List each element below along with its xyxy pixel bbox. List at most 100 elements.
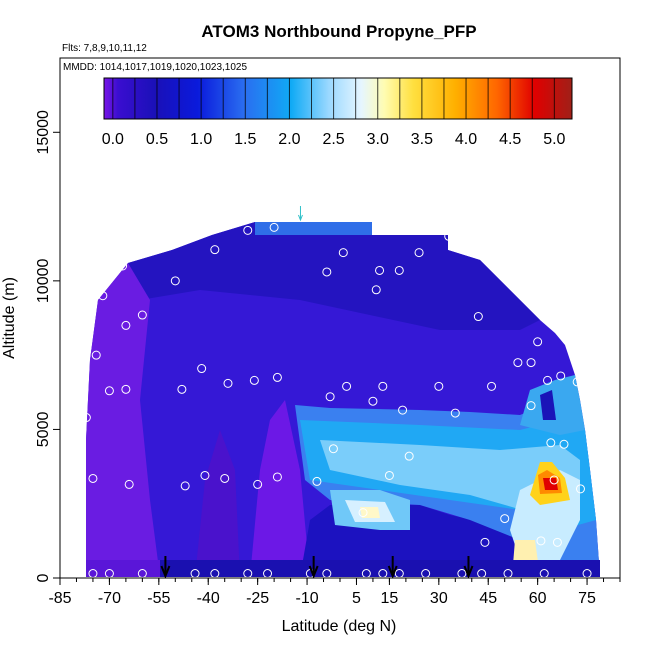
observation-point	[121, 384, 131, 394]
observation-point	[546, 438, 556, 448]
observation-point	[398, 405, 408, 415]
colorbar-tick-label: 5.0	[543, 131, 565, 148]
sample-arrows	[160, 556, 474, 579]
x-tick-label: -10	[295, 590, 318, 607]
observation-point	[414, 248, 424, 258]
observation-point	[322, 267, 332, 277]
observation-point	[210, 245, 220, 255]
observation-point	[559, 439, 569, 449]
heatmap-field	[86, 222, 600, 577]
field-east-deep	[540, 390, 556, 420]
observation-point	[170, 276, 180, 286]
observation-point	[177, 384, 187, 394]
sample-arrow	[308, 556, 319, 579]
observation-point	[371, 285, 381, 295]
observation-point	[98, 291, 108, 301]
field-wedge-purple	[250, 400, 310, 577]
field-wedge-purple-2	[195, 430, 240, 577]
chart-title: ATOM3 Northbound Propyne_PFP	[201, 22, 476, 41]
x-tick-label: -25	[246, 590, 269, 607]
observation-point	[533, 337, 543, 347]
observation-point	[342, 381, 352, 391]
x-tick-label: 60	[529, 590, 547, 607]
colorbar-gradient	[104, 78, 572, 119]
x-tick-label: -70	[98, 590, 121, 607]
sample-arrow	[463, 556, 474, 579]
observation-point	[91, 350, 101, 360]
colorbar-gridlines	[112, 78, 555, 119]
observation-point	[312, 476, 322, 486]
observation-point	[328, 444, 338, 454]
field-ground-purple	[86, 560, 160, 577]
x-tick-label: 5	[352, 590, 361, 607]
observation-point	[552, 537, 562, 547]
observation-point	[253, 479, 263, 489]
observation-point	[269, 222, 279, 232]
observation-point	[358, 508, 368, 518]
observation-point	[480, 537, 490, 547]
observation-point	[526, 358, 536, 368]
observation-point	[137, 310, 147, 320]
observation-point	[223, 378, 233, 388]
colorbar: 0.0 0.5 1.0 1.5 2.0 2.5 3.0 3.5 4.0 4.5 5.0	[102, 77, 573, 148]
observation-point	[121, 320, 131, 330]
observation-point	[487, 381, 497, 391]
y-axis: 0 5000 10000 15000	[35, 110, 60, 582]
field-ground-dark	[86, 560, 600, 577]
field-east-lightcyan	[320, 440, 580, 515]
observation-point	[444, 231, 454, 241]
observation-point	[338, 248, 348, 258]
observation-point	[404, 451, 414, 461]
y-tick-label: 15000	[35, 110, 52, 155]
observation-point	[104, 386, 114, 396]
colorbar-tick-label: 3.5	[411, 131, 433, 148]
observation-point	[243, 225, 253, 235]
observation-point	[81, 413, 91, 423]
field-red-core	[543, 478, 558, 490]
observation-point	[450, 408, 460, 418]
x-tick-label: 45	[479, 590, 497, 607]
x-tick-label: 75	[578, 590, 596, 607]
observation-point	[559, 322, 569, 332]
observation-point	[272, 372, 282, 382]
colorbar-tick-label: 0.0	[102, 131, 124, 148]
x-tick-label: -85	[48, 590, 71, 607]
observation-point	[543, 375, 553, 385]
observation-point	[575, 484, 585, 494]
observation-point	[378, 381, 388, 391]
observation-point	[473, 312, 483, 322]
observation-point	[220, 473, 230, 483]
colorbar-tick-label: 3.0	[367, 131, 389, 148]
observation-point	[200, 470, 210, 480]
colorbar-tick-label: 4.0	[455, 131, 477, 148]
x-tick-label: -40	[197, 590, 220, 607]
dates-subtitle: MMDD: 1014,1017,1019,1020,1023,1025	[63, 62, 247, 73]
x-tick-label: 15	[381, 590, 399, 607]
colorbar-tick-labels: 0.0 0.5 1.0 1.5 2.0 2.5 3.0 3.5 4.0 4.5 5.0	[102, 131, 566, 148]
y-tick-label: 10000	[35, 259, 52, 304]
flights-subtitle: Flts: 7,8,9,10,11,12	[62, 43, 147, 54]
observation-point	[556, 371, 566, 381]
observation-point	[434, 381, 444, 391]
field-top-band	[255, 222, 372, 235]
observation-point	[88, 473, 98, 483]
observation-point	[526, 401, 536, 411]
observation-point	[197, 364, 207, 374]
observation-point	[394, 265, 404, 275]
x-axis-label: Latitude (deg N)	[282, 618, 397, 635]
top-marker-arrow	[298, 206, 303, 222]
colorbar-frame	[103, 77, 573, 120]
observation-point	[325, 392, 335, 402]
sample-arrow	[387, 556, 398, 579]
observation-point	[249, 375, 259, 385]
y-axis-label: Altitude (m)	[1, 277, 18, 359]
observation-point	[375, 265, 385, 275]
x-tick-label: -55	[147, 590, 170, 607]
observation-point	[500, 514, 510, 524]
field-upper-dark	[128, 222, 540, 330]
sample-arrow	[160, 556, 171, 579]
colorbar-tick-label: 0.5	[146, 131, 168, 148]
observation-point	[272, 472, 282, 482]
top-marker	[298, 206, 303, 222]
